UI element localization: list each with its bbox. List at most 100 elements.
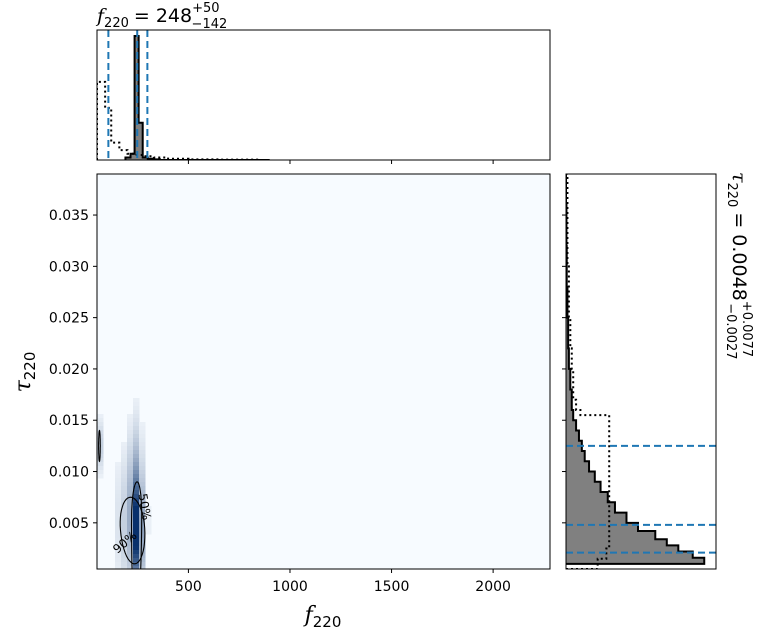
heatmap-cell [97,422,104,427]
heatmap-cell [121,482,128,487]
top-panel-background [97,30,550,160]
heatmap-cell [115,514,122,519]
heatmap-cell [139,462,146,467]
heatmap-cell [133,494,140,499]
heatmap-cell [127,494,134,499]
heatmap-cell [127,454,134,459]
top-marginal-panel: f220 = 248+50 −142 [95,1,551,161]
heatmap-cell [127,498,134,503]
heatmap-cell [121,494,128,499]
heatmap-cell [127,486,134,491]
heatmap-cell [121,522,128,527]
heatmap-cell [145,518,152,523]
heatmap-cell [133,506,140,511]
y-tick-label: 0.025 [49,311,89,327]
heatmap-cell [139,530,146,535]
contour-islet [98,429,101,463]
heatmap-cell [139,554,146,559]
heatmap-cell [121,526,128,531]
heatmap-cell [139,566,146,569]
contour-50-percent [130,481,143,569]
heatmap-cell [127,470,134,475]
y-tick-label: 0.005 [49,516,89,532]
heatmap-cell [127,506,134,511]
heatmap-cell [133,526,140,531]
heatmap-cell [139,546,146,551]
heatmap-cell [127,546,134,551]
heatmap-cell [115,554,122,559]
y-tick-label: 0.030 [49,259,89,275]
right-panel-frame [565,173,717,570]
right-histogram [566,174,716,569]
heatmap-cell [127,534,134,539]
heatmap-cell [121,550,128,555]
heatmap-cell [121,446,128,451]
heatmap-cell [115,550,122,555]
joint-panel-background [97,174,550,569]
heatmap-cell [133,410,140,415]
heatmap-cell [133,486,140,491]
heatmap-cell [127,530,134,535]
heatmap-cell [139,482,146,487]
heatmap-cell [133,458,140,463]
right-title: τ220= 0.0048+0.0077−0.0027 [723,172,754,360]
heatmap-cell [139,506,146,511]
heatmap-cell [127,522,134,527]
heatmap-cell [139,438,146,443]
y-tick-label: 0.020 [49,362,89,378]
heatmap-cell [127,450,134,455]
x-tick-label: 1000 [272,579,308,595]
y-tick-label: 0.010 [49,465,89,481]
heatmap-cell [133,462,140,467]
heatmap-cell [139,518,146,523]
heatmap-cell [139,430,146,435]
heatmap-cell [145,506,152,511]
heatmap-cell [127,510,134,515]
heatmap-cell [97,414,104,419]
heatmap-cell [133,490,140,495]
heatmap-cell [127,438,134,443]
heatmap-cell [145,522,152,527]
heatmap-cell [115,522,122,527]
heatmap-cell [127,422,134,427]
heatmap-cell [115,466,122,471]
heatmap-cell [139,474,146,479]
heatmap-cell [139,558,146,563]
heatmap-cell [139,470,146,475]
y-tick-label: 0.015 [49,413,89,429]
heatmap-cell [139,486,146,491]
heatmap-cell [127,502,134,507]
heatmap-cell [133,422,140,427]
heatmap-cell [127,466,134,471]
joint-panel: 50%90% 500 1000 1500 2000 0.0050.0100.0150.… [11,160,551,631]
heatmap-cell [133,450,140,455]
heatmap-cell [127,482,134,487]
heatmap-cell [115,474,122,479]
heatmap-cell [127,446,134,451]
heatmap-cell [115,494,122,499]
heatmap-cell [133,538,140,543]
heatmap-cell [115,538,122,543]
heatmap-cell [127,434,134,439]
heatmap-cell [121,470,128,475]
heatmap-cell [121,542,128,547]
right-y-ticks [562,214,566,524]
heatmap-cell [121,498,128,503]
heatmap-cell [133,418,140,423]
heatmap-cell [121,546,128,551]
density-heatmap: 50%90% [97,398,154,569]
heatmap-cell [133,502,140,507]
x-axis-label: f220 [303,603,342,631]
heatmap-cell [139,466,146,471]
heatmap-cell [139,442,146,447]
right-marginal-panel: τ220= 0.0048+0.0077−0.0027 [562,172,754,570]
heatmap-cell [139,494,146,499]
heatmap-cell [145,526,152,531]
heatmap-cell [115,534,122,539]
heatmap-cell [115,566,122,569]
heatmap-cell [121,478,128,483]
heatmap-cell [133,474,140,479]
heatmap-cell [127,538,134,543]
y-axis-ticks: 0.005 0.010 0.015 0.020 0.025 0.030 0.035 [49,208,97,532]
heatmap-cell [121,442,128,447]
